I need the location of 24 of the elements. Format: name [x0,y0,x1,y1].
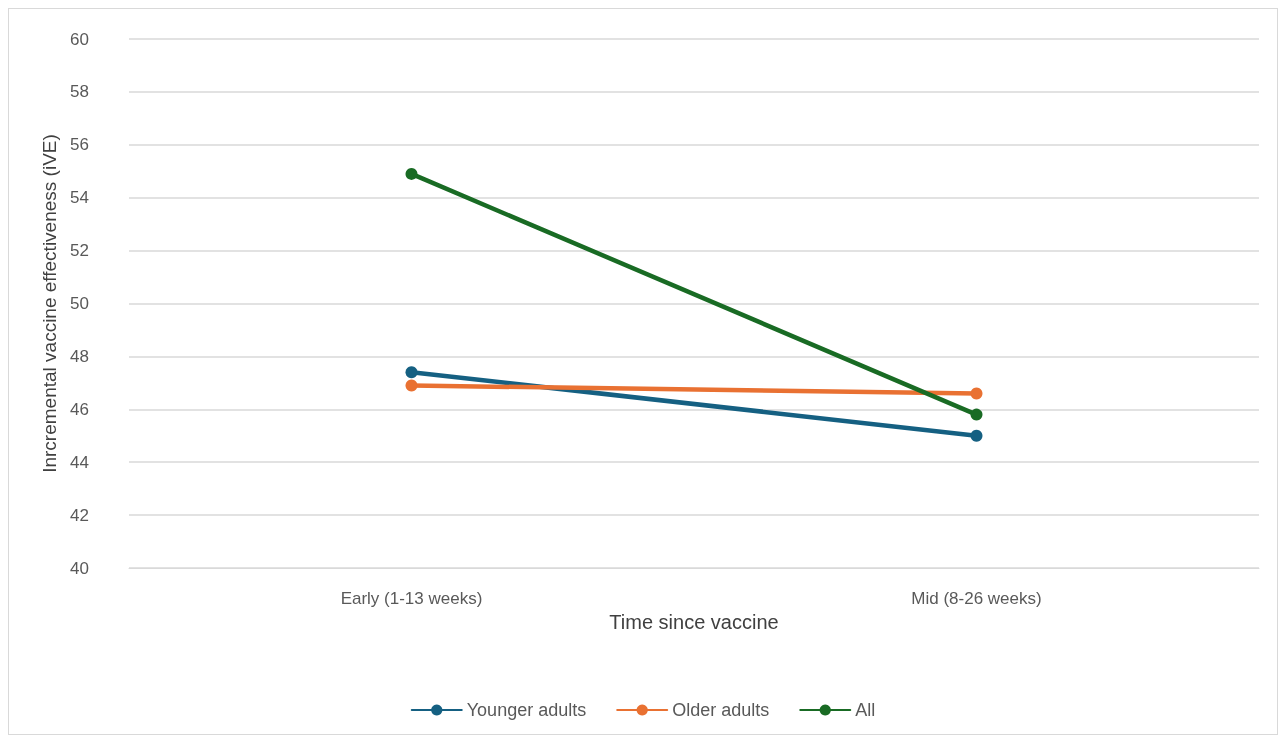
legend-label: Older adults [672,700,770,720]
y-tick-label: 46 [70,399,89,419]
y-tick-label: 60 [70,29,89,49]
y-tick-label: 40 [70,558,89,578]
y-tick-label: 42 [70,505,89,525]
y-tick-label: 50 [70,294,89,313]
point [970,429,983,442]
x-tick-label: Mid (8-26 weeks) [911,589,1042,608]
y-axis-title: Inrcremental vaccine effectiveness (iVE) [39,134,61,473]
point [405,167,418,180]
x-axis-title: Time since vaccine [609,610,779,633]
y-tick-label: 44 [70,452,89,472]
point [405,366,418,379]
x-tick-label: Early (1-13 weeks) [340,589,483,608]
point [970,408,983,421]
legend-label: Younger adults [466,700,587,720]
legend-label: All [855,700,876,720]
point [970,387,983,400]
y-tick-label: 52 [70,241,89,261]
y-tick-label: 48 [70,346,89,366]
y-tick-label: 58 [70,82,89,102]
y-tick-label: 54 [70,188,89,208]
point [405,379,418,392]
y-tick-label: 56 [70,135,89,155]
